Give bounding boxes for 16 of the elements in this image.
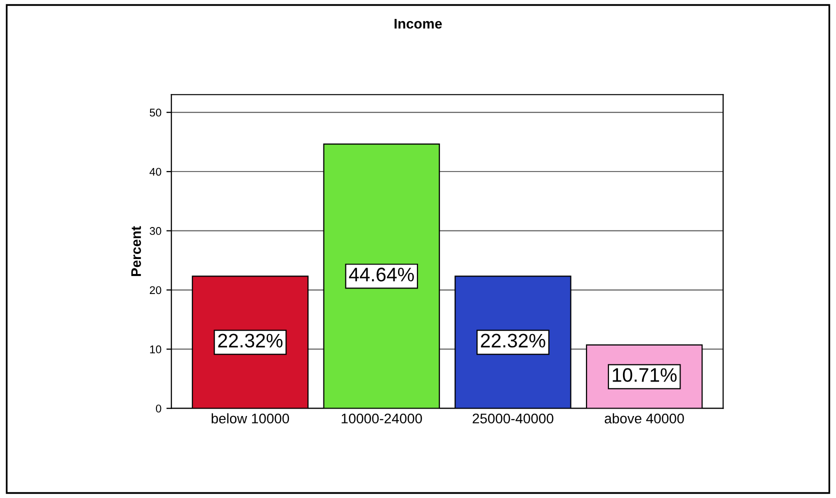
data-label: 22.32% (218, 334, 282, 348)
x-tick-label: 10000-24000 (342, 414, 422, 424)
x-tick-label: 25000-40000 (472, 414, 554, 424)
data-label: 44.64% (349, 268, 414, 282)
y-tick-label: 50 (150, 108, 162, 117)
data-label: 10.71% (612, 368, 677, 382)
chart-title: Income (394, 18, 442, 29)
x-tick-label: above 40000 (604, 413, 684, 424)
y-tick-label: 10 (150, 345, 162, 354)
x-tick-label: below 10000 (212, 413, 290, 424)
data-label: 22.32% (480, 334, 546, 348)
y-tick-label: 0 (156, 404, 162, 412)
y-tick-label: 20 (150, 286, 162, 294)
y-tick-label: 30 (150, 227, 162, 235)
y-tick-label: 40 (150, 168, 162, 176)
y-axis-title: Percent (131, 226, 141, 276)
